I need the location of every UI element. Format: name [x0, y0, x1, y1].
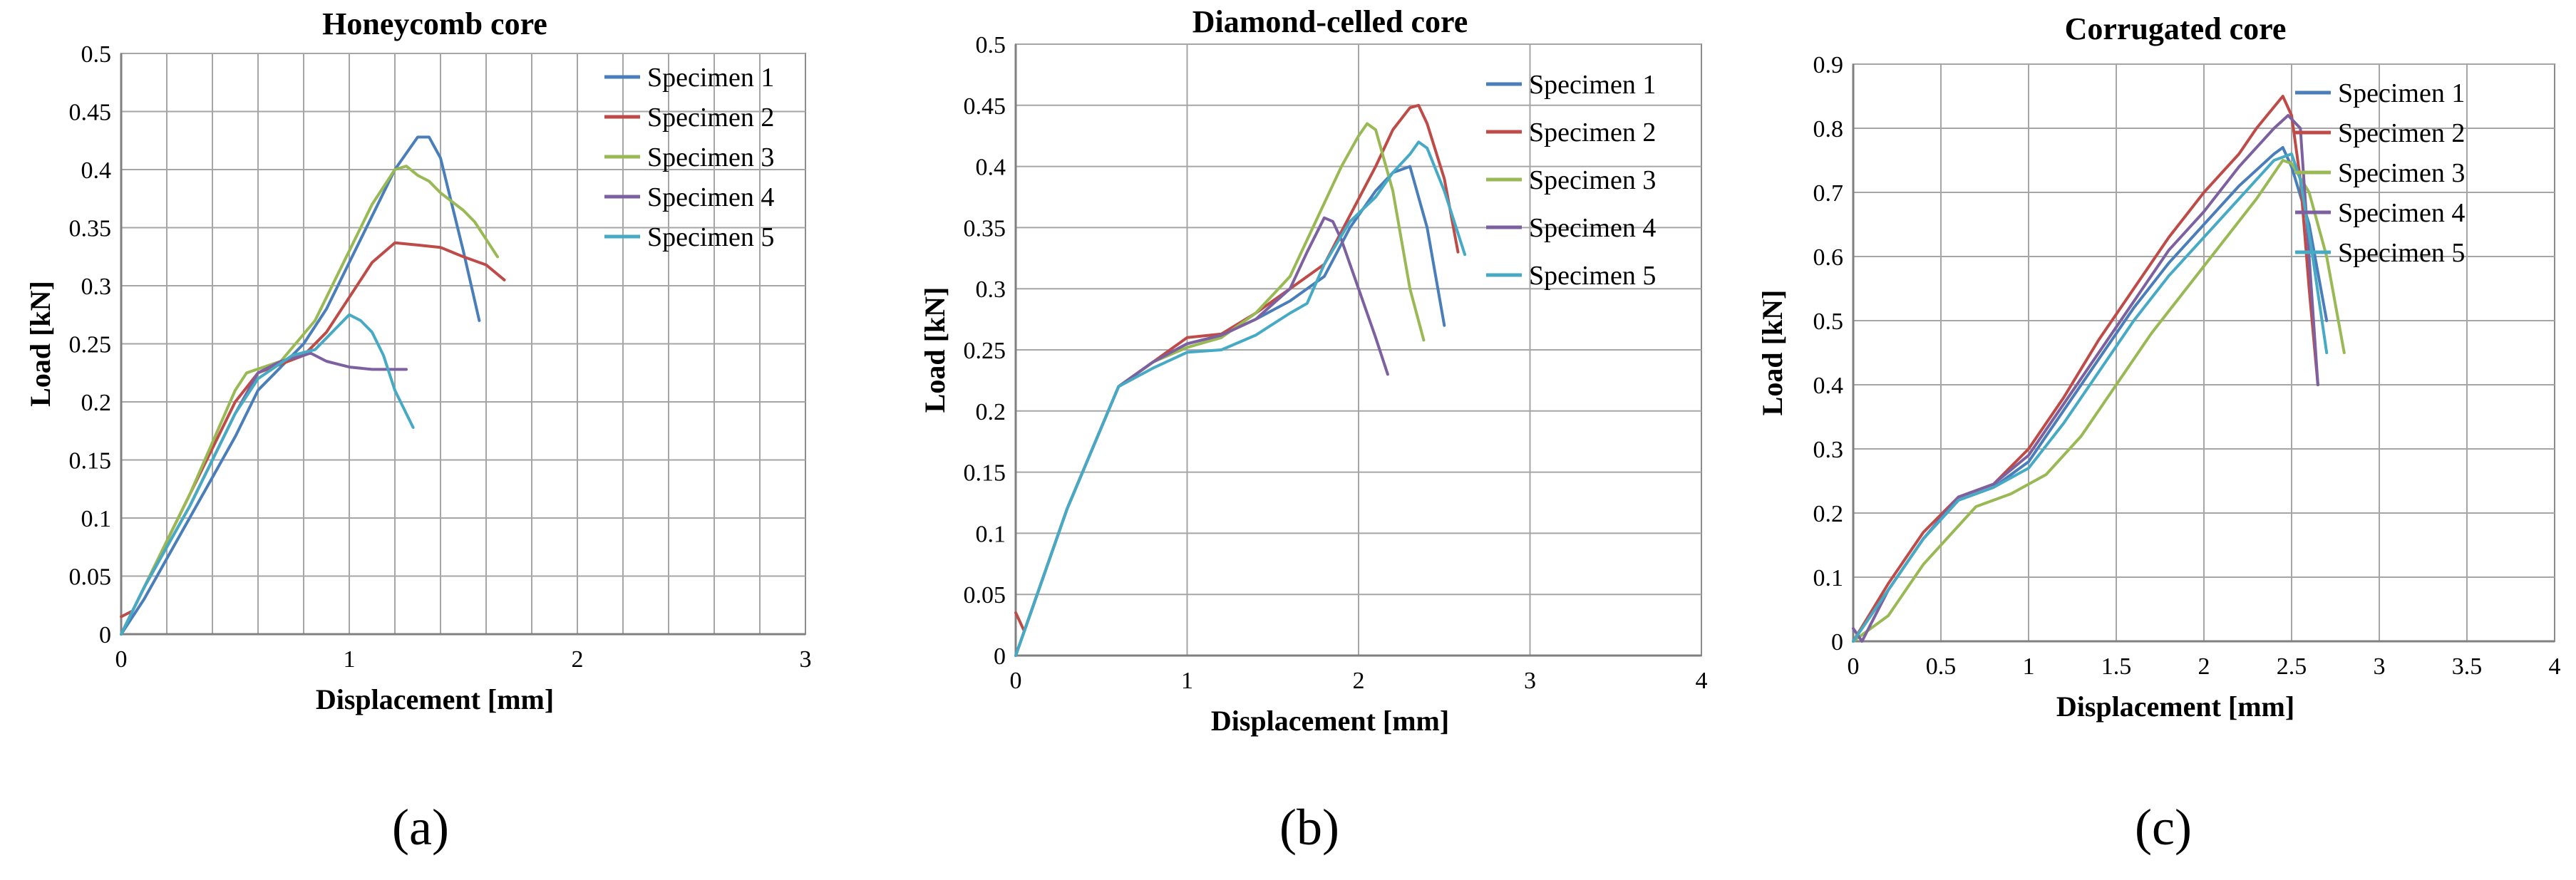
y-tick-label: 0.15	[69, 448, 112, 475]
legend-label-specimen-4: Specimen 4	[1529, 213, 1656, 243]
x-tick-label: 0	[1010, 668, 1022, 694]
legend-label-specimen-2: Specimen 2	[1529, 118, 1656, 147]
y-axis-label: Load [kN]	[24, 281, 56, 407]
sublabel-a: (a)	[392, 799, 449, 856]
x-tick-label: 0	[1848, 653, 1860, 680]
y-tick-label: 0.4	[1813, 373, 1844, 399]
legend-label-specimen-5: Specimen 5	[647, 222, 774, 252]
y-tick-label: 0.1	[1813, 565, 1844, 591]
x-tick-label: 2	[1353, 668, 1365, 694]
x-tick-label: 1	[2023, 653, 2035, 680]
y-tick-label: 0.25	[964, 338, 1006, 364]
x-tick-label: 1.5	[2101, 653, 2132, 680]
series-line-specimen-3	[120, 165, 499, 636]
legend-label-specimen-1: Specimen 1	[2338, 78, 2465, 108]
legend-label-specimen-5: Specimen 5	[1529, 261, 1656, 291]
x-tick-label: 3.5	[2452, 653, 2483, 680]
x-tick-label: 1	[344, 646, 356, 673]
y-tick-label: 0.9	[1813, 52, 1844, 78]
y-tick-label: 0.05	[964, 582, 1006, 609]
x-tick-label: 4	[1696, 668, 1708, 694]
sublabel-b: (b)	[1279, 799, 1339, 856]
y-tick-label: 0	[99, 622, 111, 648]
legend-label-specimen-1: Specimen 1	[647, 63, 774, 93]
y-tick-label: 0.45	[964, 93, 1006, 120]
legend-label-specimen-4: Specimen 4	[2338, 198, 2465, 228]
y-tick-label: 0.7	[1813, 180, 1844, 207]
legend-label-specimen-2: Specimen 2	[647, 103, 774, 133]
x-axis-label: Displacement [mm]	[2056, 690, 2294, 723]
y-tick-label: 0.25	[69, 332, 112, 358]
y-tick-label: 0.1	[81, 506, 112, 532]
y-tick-label: 0.5	[976, 32, 1006, 58]
y-tick-label: 0.1	[976, 521, 1006, 547]
y-tick-label: 0.5	[1813, 309, 1844, 335]
legend-label-specimen-2: Specimen 2	[2338, 118, 2465, 148]
chart-corrugated-svg: 0 0.1 0.2 0.3 0.4 0.5 0.6 0.7 0.8 0.9 0 0.5 1 1.5 2 2.5…	[1756, 11, 2561, 723]
y-tick-label: 0.35	[964, 215, 1006, 242]
y-tick-label: 0.4	[81, 157, 112, 184]
series-line-specimen-5	[1014, 140, 1467, 657]
x-tick-label: 0.5	[1926, 653, 1957, 680]
y-tick-label: 0.35	[69, 216, 112, 242]
y-tick-label: 0.45	[69, 100, 112, 126]
x-tick-label: 3	[800, 646, 812, 673]
chart-title: Corrugated core	[2065, 11, 2287, 46]
y-axis-label: Load [kN]	[1756, 290, 1788, 416]
legend-label-specimen-1: Specimen 1	[1529, 70, 1656, 100]
x-axis-label: Displacement [mm]	[316, 683, 554, 715]
y-tick-label: 0	[1831, 629, 1843, 656]
y-tick-label: 0.6	[1813, 244, 1844, 271]
series-line-specimen-5	[1852, 152, 2329, 643]
legend-label-specimen-5: Specimen 5	[2338, 238, 2465, 268]
y-tick-label: 0.2	[1813, 501, 1844, 527]
legend-label-specimen-3: Specimen 3	[647, 143, 774, 172]
chart-title: Diamond-celled core	[1192, 4, 1468, 39]
y-tick-label: 0.3	[81, 274, 112, 300]
x-tick-label: 1	[1181, 668, 1193, 694]
legend-label-specimen-4: Specimen 4	[647, 182, 774, 212]
x-tick-label: 0	[115, 646, 128, 673]
legend-label-specimen-3: Specimen 3	[2338, 158, 2465, 188]
y-tick-label: 0.15	[964, 460, 1006, 487]
x-tick-label: 2	[572, 646, 584, 673]
x-tick-label: 3	[1524, 668, 1536, 694]
chart-diamond-svg: 0 0.05 0.1 0.15 0.2 0.25 0.3 0.35 0.4 0.45 0.5 0 1 2 3…	[919, 4, 1708, 737]
series-line-specimen-1	[120, 135, 481, 636]
y-tick-label: 0.3	[976, 276, 1006, 303]
x-tick-label: 3	[2374, 653, 2386, 680]
legend-label-specimen-3: Specimen 3	[1529, 165, 1656, 195]
series-line-specimen-5	[120, 313, 415, 636]
y-tick-label: 0	[994, 643, 1006, 670]
y-tick-label: 0.3	[1813, 437, 1844, 463]
y-tick-label: 0.2	[976, 399, 1006, 425]
y-tick-label: 0.4	[976, 155, 1006, 181]
y-tick-label: 0.8	[1813, 116, 1844, 143]
y-tick-label: 0.05	[69, 564, 112, 591]
y-tick-label: 0.5	[81, 41, 112, 68]
x-axis-label: Displacement [mm]	[1211, 705, 1449, 737]
y-tick-label: 0.2	[81, 390, 112, 416]
x-tick-label: 2	[2198, 653, 2210, 680]
x-tick-label: 2.5	[2277, 653, 2307, 680]
chart-honeycomb-svg: 0 0.05 0.1 0.15 0.2 0.25 0.3 0.35 0.4 0.45 0.5 0 1 2 3…	[24, 6, 812, 715]
x-tick-label: 4	[2549, 653, 2561, 680]
y-axis-label: Load [kN]	[919, 287, 951, 413]
sublabel-c: (c)	[2135, 799, 2192, 856]
chart-title: Honeycomb core	[322, 6, 547, 41]
